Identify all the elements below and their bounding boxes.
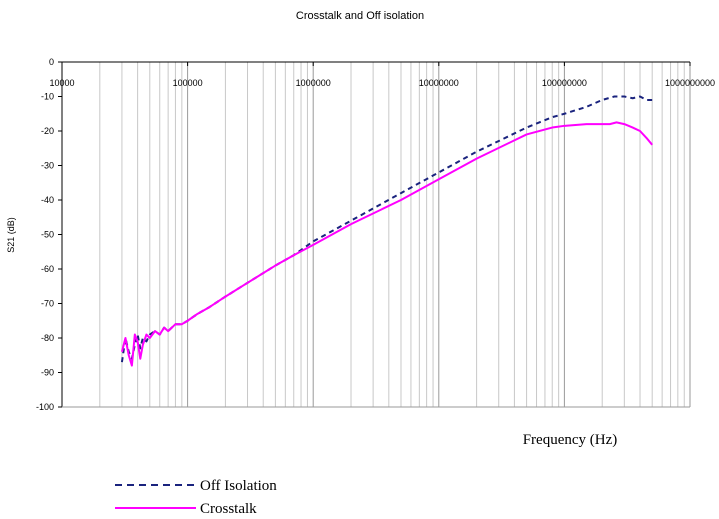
y-tick-labels: 0 -10 -20 -30 -40 -50 -60 -70 -80 -90 -100 [36, 57, 54, 412]
minor-gridlines [99, 62, 685, 407]
x-axis-label: Frequency (Hz) [523, 432, 618, 448]
y-tick-label: -80 [41, 333, 54, 343]
y-tick-label: -100 [36, 402, 54, 412]
x-tick-label: 10000 [49, 78, 74, 88]
x-tick-labels: 10000 100000 1000000 10000000 100000000 10000… [49, 78, 715, 88]
x-tick-label: 1000000 [296, 78, 331, 88]
series-lines [120, 95, 653, 367]
y-tick-label: -90 [41, 368, 54, 378]
y-tick-label: -50 [41, 230, 54, 240]
y-tick-label: 0 [49, 57, 54, 67]
chart-title: Crosstalk and Off isolation [296, 10, 424, 22]
legend-label-crosstalk: Crosstalk [200, 501, 257, 517]
legend: Off Isolation Crosstalk [115, 478, 277, 517]
y-tick-label: -20 [41, 126, 54, 136]
y-tick-label: -40 [41, 195, 54, 205]
x-tick-label: 100000 [173, 78, 203, 88]
series-line-crosstalk [120, 121, 653, 367]
y-tick-label: -30 [41, 161, 54, 171]
y-tick-label: -60 [41, 264, 54, 274]
series-line-off-isolation [120, 95, 653, 363]
x-tick-label: 10000000 [419, 78, 459, 88]
legend-label-off-isolation: Off Isolation [200, 478, 277, 494]
y-tick-label: -10 [41, 92, 54, 102]
major-gridlines [61, 62, 691, 407]
y-axis-label: S21 (dB) [6, 217, 16, 253]
axes [58, 61, 691, 408]
y-tick-label: -70 [41, 299, 54, 309]
x-tick-label: 100000000 [542, 78, 587, 88]
x-tick-label: 1000000000 [665, 78, 715, 88]
